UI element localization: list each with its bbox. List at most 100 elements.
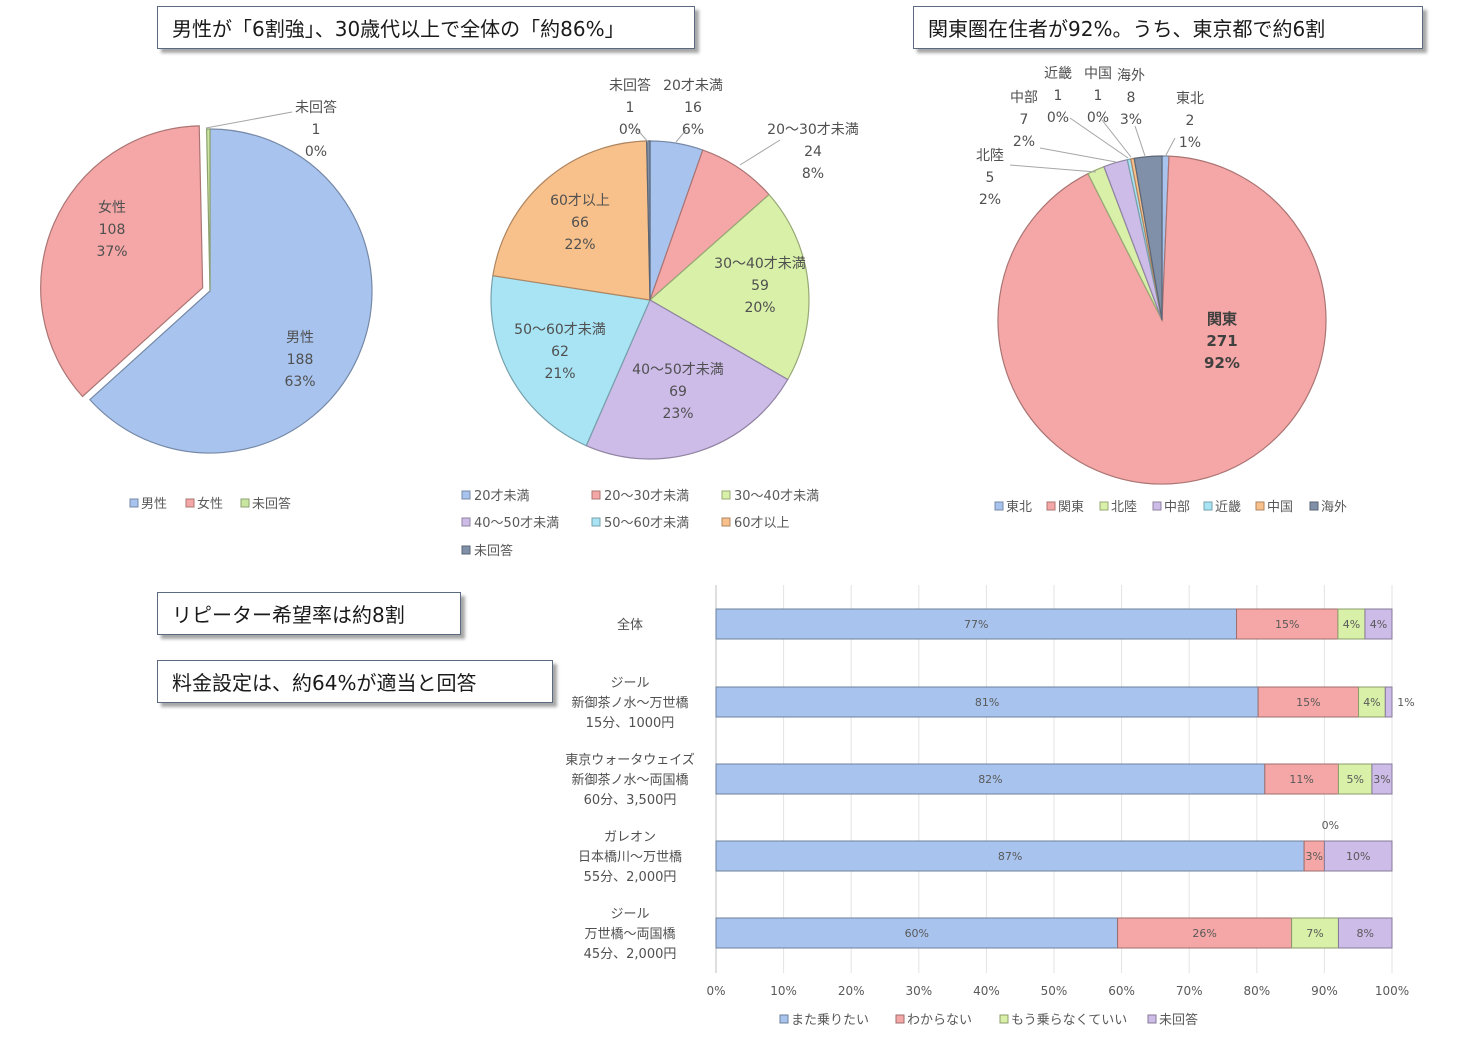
legend-entry-age: 50〜60才未満: [604, 516, 689, 531]
bar-segment: [715, 763, 1266, 795]
legend-swatch: [1152, 501, 1162, 511]
data-label-region-5: 中国 1 0%: [1084, 66, 1112, 126]
legend-swatch: [129, 498, 139, 508]
pie-region: 東北 2 1% 関東 271 92% 北陸 5 2%中部 7 2%近畿 1 0% 中国 1 0%海外 8 3% 東北…: [976, 66, 1347, 515]
category-label: 全体: [617, 617, 643, 633]
leader-line: [1009, 164, 1097, 173]
x-tick-label: 10%: [770, 984, 797, 998]
leader-line: [675, 129, 687, 143]
bar-data-label: 5%: [1346, 773, 1363, 786]
data-label-age-1: 20〜30才未満 24 8%: [767, 122, 859, 182]
callout-gender-age: 男性が「6割強」、30歳代以上で全体の「約86%」: [157, 6, 695, 49]
legend-entry-age: 20〜30才未満: [604, 489, 689, 504]
legend-entry-age: 20才未満: [474, 489, 530, 504]
legend-swatch: [779, 1014, 789, 1024]
bar-data-label: 7%: [1306, 927, 1323, 940]
legend-entry-repeat: わからない: [907, 1013, 972, 1028]
legend-swatch: [721, 490, 731, 500]
data-label-age-0: 20才未満 16 6%: [663, 78, 723, 138]
bar-data-label: 15%: [1275, 618, 1299, 631]
data-label-age-4: 50〜60才未満 62 21%: [514, 322, 606, 382]
category-label: ジール新御茶ノ水〜万世橋 15分、1000円: [571, 676, 688, 731]
data-label-gender-1: 女性 108 37%: [96, 199, 127, 260]
pie-slice-age-4: [490, 275, 651, 447]
data-label-age-6: 未回答 1 0%: [609, 77, 651, 138]
bar-segment: [1291, 917, 1339, 949]
legend-entry-region: 東北: [1006, 499, 1032, 515]
bar-segment: [1117, 917, 1293, 949]
legend-swatch: [591, 517, 601, 527]
pie-age: 20才未満 16 6% 20〜30才未満 24 8% 30〜40才未満 59 20% 40〜50才…: [461, 77, 859, 559]
legend-entry-region: 海外: [1321, 500, 1347, 515]
legend-entry-gender: 女性: [197, 496, 223, 512]
x-tick-label: 50%: [1041, 984, 1068, 998]
legend-entry-repeat: また乗りたい: [791, 1013, 869, 1028]
legend-swatch: [240, 498, 250, 508]
category-label: ジール万世橋〜両国橋 45分、2,000円: [584, 907, 677, 962]
data-label-region-4: 近畿 1 0%: [1044, 66, 1072, 126]
bar-repeat: 0% 10% 20% 30% 40% 50% 60% 70% 80% 90% 100% 全体ジール新御…: [565, 585, 1415, 1028]
bar-segment: [715, 686, 1259, 718]
data-label-region-0: 東北 2 1%: [1176, 91, 1204, 151]
bar-data-label: 87%: [998, 850, 1022, 863]
bar-segment: [1364, 608, 1393, 640]
legend-entry-region: 中部: [1164, 500, 1190, 515]
bar-segment: [1264, 763, 1339, 795]
bar-data-label: 4%: [1343, 618, 1360, 631]
legend-swatch: [461, 545, 471, 555]
data-label-age-3: 40〜50才未満 69 23%: [632, 362, 724, 422]
leader-line: [1101, 119, 1132, 158]
pie-slice-age-5: [492, 140, 651, 301]
pie-gender: 男性 188 63% 女性 108 37% 未回答 1 0% 男性 女性 未回答: [40, 99, 373, 512]
x-tick-label: 0%: [706, 984, 725, 998]
x-tick-label: 90%: [1311, 984, 1338, 998]
pie-slice-gender-2: [205, 128, 211, 292]
pie-slice-age-2: [648, 193, 810, 381]
leader-line: [1069, 117, 1129, 159]
bar-data-label: 3%: [1306, 850, 1323, 863]
legend-entry-region: 近畿: [1215, 500, 1241, 515]
x-tick-label: 60%: [1108, 984, 1135, 998]
bar-data-label: 8%: [1357, 927, 1374, 940]
x-tick-label: 80%: [1243, 984, 1270, 998]
bar-data-label: 77%: [964, 618, 988, 631]
bar-segment: [715, 840, 1305, 872]
category-label: ガレオン日本橋川〜万世橋 55分、2,000円: [578, 830, 682, 885]
bar-data-label: 4%: [1370, 618, 1387, 631]
legend-swatch: [895, 1014, 905, 1024]
legend-entry-region: 関東: [1058, 499, 1084, 515]
bar-data-label: 3%: [1373, 773, 1390, 786]
legend-entry-repeat: 未回答: [1159, 1012, 1198, 1028]
legend-entry-age: 60才以上: [734, 516, 790, 531]
bar-segment: [1337, 608, 1366, 640]
callout-price: 料金設定は、約64%が適当と回答: [157, 660, 553, 703]
legend-entry-age: 未回答: [474, 543, 513, 559]
legend-swatch: [1147, 1014, 1157, 1024]
legend-entry-region: 北陸: [1111, 499, 1137, 515]
legend-swatch: [461, 517, 471, 527]
data-label-region-3: 中部 7 2%: [1010, 90, 1038, 150]
pie-slice-gender-0: [88, 128, 373, 454]
bar-data-label: 0%: [1322, 819, 1339, 832]
legend-swatch: [721, 517, 731, 527]
x-tick-label: 70%: [1176, 984, 1203, 998]
bar-data-label: 81%: [975, 696, 999, 709]
leader-line: [739, 139, 781, 166]
bar-data-label: 82%: [978, 773, 1002, 786]
callout-region: 関東圏在住者が92%。うち、東京都で約6割: [913, 6, 1423, 49]
legend-swatch: [461, 490, 471, 500]
leader-line: [1134, 125, 1146, 157]
legend-swatch: [1203, 501, 1213, 511]
data-label-age-5: 60才以上 66 22%: [550, 193, 610, 253]
legend-swatch: [185, 498, 195, 508]
legend-swatch: [999, 1014, 1009, 1024]
data-label-region-2: 北陸 5 2%: [976, 148, 1004, 208]
data-label-gender-2: 未回答 1 0%: [295, 99, 337, 160]
data-label-gender-0: 男性 188 63%: [284, 330, 315, 390]
data-label-region-1: 関東 271 92%: [1204, 310, 1240, 372]
legend-entry-gender: 未回答: [252, 496, 291, 512]
leader-line: [205, 111, 293, 129]
bar-segment: [1371, 763, 1393, 795]
category-label: 東京ウォータウェイズ新御茶ノ水〜両国橋 60分、3,500円: [565, 752, 695, 808]
